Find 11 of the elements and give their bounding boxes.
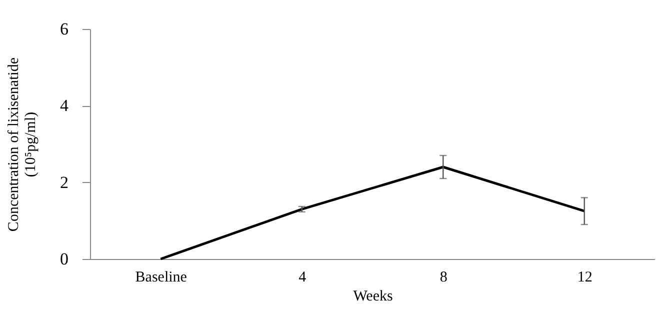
x-tick-label: Baseline [135,270,188,286]
y-tick-label: 4 [60,96,69,116]
x-tick-label: 8 [440,270,448,286]
x-tick-label: 12 [577,270,592,286]
line-series [159,166,586,260]
y-tick-label: 2 [60,172,68,192]
x-axis-title: Weeks [353,288,393,304]
y-tick-label: 6 [60,20,68,38]
y-tick-label: 0 [60,250,68,268]
x-tick-label: 4 [298,270,307,286]
y-axis-title: Concentration of lixisenatide (10⁵pg/ml) [6,57,39,232]
